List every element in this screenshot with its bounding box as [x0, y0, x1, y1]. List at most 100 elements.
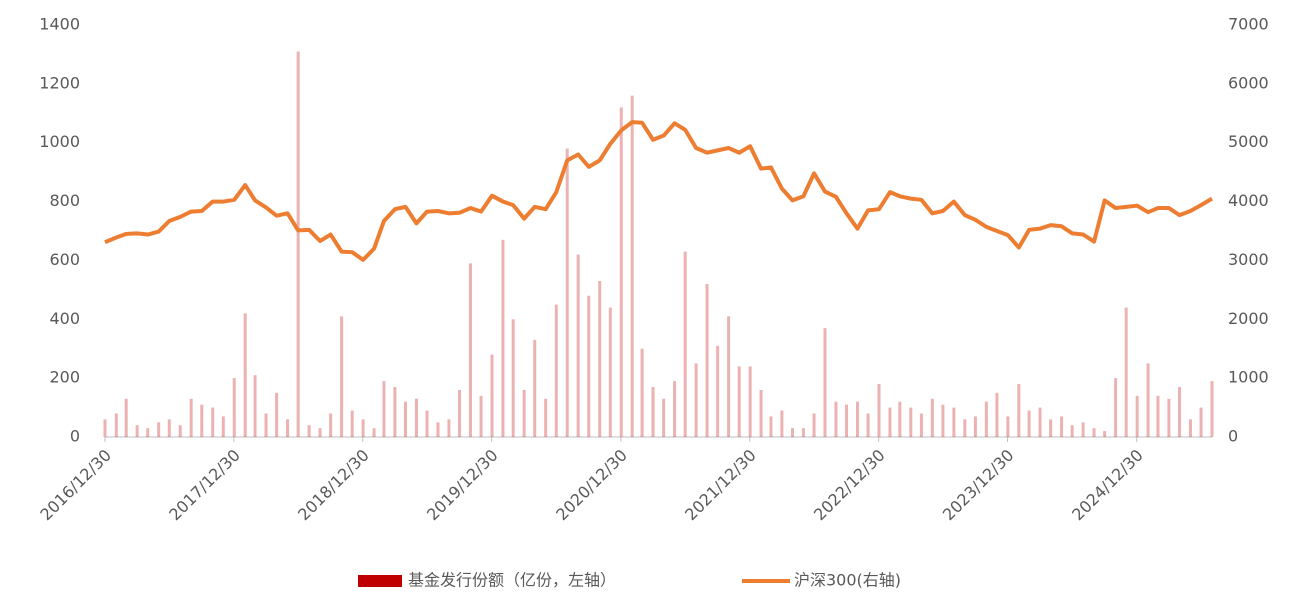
x-tick-label: 2017/12/30 [165, 446, 244, 525]
bar [307, 425, 311, 437]
y2-tick-label: 7000 [1228, 15, 1269, 34]
bar [318, 428, 322, 437]
bar [855, 401, 859, 437]
bar [973, 416, 977, 437]
bar [984, 401, 988, 437]
bar [1156, 395, 1160, 437]
y2-tick-label: 3000 [1228, 250, 1269, 269]
bar [737, 366, 741, 437]
bar [414, 398, 418, 437]
bar [511, 319, 515, 437]
bar [403, 401, 407, 437]
bar [501, 239, 505, 437]
bar [995, 392, 999, 437]
bar [329, 413, 333, 437]
bar [286, 419, 290, 437]
bar [619, 107, 623, 438]
bar [200, 404, 204, 437]
bar [1199, 407, 1203, 437]
bar [178, 425, 182, 437]
bar [296, 51, 300, 437]
bar [640, 348, 644, 437]
bar [651, 386, 655, 437]
y2-tick-label: 4000 [1228, 191, 1269, 210]
bar [264, 413, 268, 437]
bar [801, 428, 805, 437]
bar [468, 263, 472, 437]
bar [727, 316, 731, 437]
bar [608, 307, 612, 437]
bar [350, 410, 354, 437]
y2-tick-label: 5000 [1228, 132, 1269, 151]
bar [716, 345, 720, 437]
bar [189, 398, 193, 437]
x-tick-label: 2020/12/30 [552, 446, 631, 525]
bar [340, 316, 344, 437]
bar [436, 422, 440, 437]
bar [748, 366, 752, 437]
bar [1210, 381, 1214, 437]
bar [791, 428, 795, 437]
x-tick-label: 2021/12/30 [681, 446, 760, 525]
bar [490, 354, 494, 437]
bar [103, 419, 107, 437]
bar [823, 328, 827, 437]
bar [780, 410, 784, 437]
bar [866, 413, 870, 437]
y-tick-label: 400 [49, 309, 80, 328]
bar [232, 378, 236, 437]
x-tick-label: 2018/12/30 [294, 446, 373, 525]
bar [630, 95, 634, 437]
bar [146, 428, 150, 437]
bar [941, 404, 945, 437]
bar [705, 283, 709, 437]
bar [1038, 407, 1042, 437]
bar [1135, 395, 1139, 437]
bar [898, 401, 902, 437]
bar [587, 295, 591, 437]
y-tick-label: 1400 [39, 15, 80, 34]
legend-label: 沪深300(右轴) [794, 571, 901, 590]
bar [533, 339, 537, 437]
bar [393, 386, 397, 437]
bar [1178, 386, 1182, 437]
x-tick-label: 2024/12/30 [1068, 446, 1147, 525]
bar [845, 404, 849, 437]
y-tick-label: 200 [49, 368, 80, 387]
bar [673, 381, 677, 437]
bar [930, 398, 934, 437]
bar [769, 416, 773, 437]
bar [888, 407, 892, 437]
bar [221, 416, 225, 437]
bar [909, 407, 913, 437]
bar [1167, 398, 1171, 437]
bar [479, 395, 483, 437]
y-tick-label: 800 [49, 191, 80, 210]
bar [1114, 378, 1118, 437]
bar [1070, 425, 1074, 437]
bar [1017, 384, 1021, 437]
x-tick-label: 2023/12/30 [939, 446, 1018, 525]
bar [275, 392, 279, 437]
bar [447, 419, 451, 437]
bar [963, 419, 967, 437]
x-tick-label: 2022/12/30 [810, 446, 889, 525]
bar [952, 407, 956, 437]
bar [576, 254, 580, 437]
bar [1092, 428, 1096, 437]
line [104, 120, 1214, 262]
bar [598, 281, 602, 437]
bar [458, 389, 462, 437]
bar [243, 313, 247, 437]
bar [157, 422, 161, 437]
bar [662, 398, 666, 437]
bar [382, 381, 386, 437]
bar [1027, 410, 1031, 437]
bar [1081, 422, 1085, 437]
bar [211, 407, 215, 437]
bar [124, 398, 128, 437]
bar [253, 375, 257, 437]
bar [1049, 419, 1053, 437]
bar [167, 419, 171, 437]
